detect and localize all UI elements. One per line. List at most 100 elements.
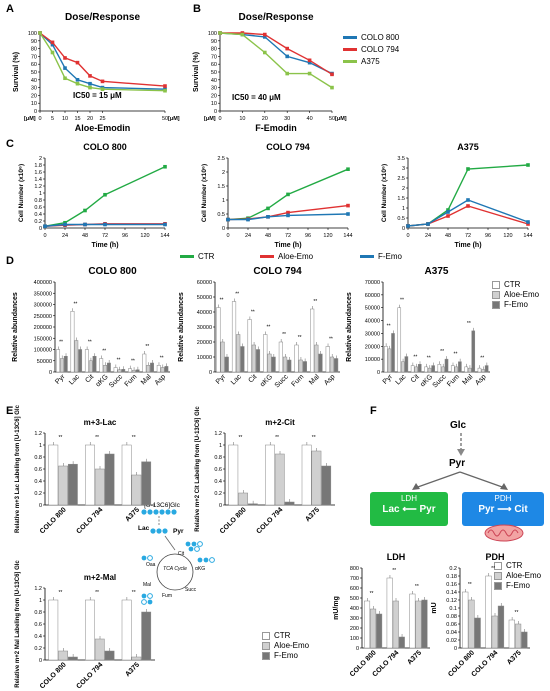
data-point xyxy=(163,222,167,227)
bar xyxy=(67,463,78,506)
x-tick-label: 15 xyxy=(74,116,80,122)
significance-label: ** xyxy=(480,356,484,362)
significance-label: ** xyxy=(454,352,458,358)
category-label: Pyr xyxy=(54,373,67,386)
y-tick-label: 0 xyxy=(39,503,42,509)
significance-label: ** xyxy=(468,582,472,588)
category-label: Cit xyxy=(410,373,421,384)
y-tick-label: 0 xyxy=(219,503,222,509)
y-tick-label: 30 xyxy=(211,86,217,92)
y-tick-label: 0.16 xyxy=(446,582,457,588)
y-tick-label: 1.5 xyxy=(217,184,225,190)
bar xyxy=(131,369,136,373)
significance-label: ** xyxy=(132,590,136,596)
legend-swatch xyxy=(492,290,500,299)
tca-cycle-ring xyxy=(156,553,194,591)
chart-title: m+2-Mal xyxy=(84,573,116,582)
bar xyxy=(441,366,445,373)
panel-letter-c: C xyxy=(6,138,14,150)
legend-label: CTR xyxy=(274,631,291,640)
y-tick-label: 0.8 xyxy=(34,455,42,461)
category-label: A375 xyxy=(506,649,523,666)
significance-label: ** xyxy=(88,340,92,346)
category-label: COLO 800 xyxy=(39,661,68,690)
legend-c-item: CTR xyxy=(180,252,214,261)
data-point xyxy=(446,214,450,218)
bar xyxy=(454,366,459,373)
y-tick-label: 300 xyxy=(350,616,359,622)
bar xyxy=(247,503,258,506)
series-line xyxy=(219,32,333,89)
bar xyxy=(216,307,221,373)
bar xyxy=(106,362,111,373)
bar xyxy=(48,444,59,506)
legend-c-item: Aloe-Emo xyxy=(260,252,313,261)
data-point xyxy=(285,46,289,51)
y-tick-label: 0.6 xyxy=(214,467,222,473)
legend-label: CTR xyxy=(506,561,523,570)
bar xyxy=(117,369,122,373)
bar xyxy=(63,356,68,373)
significance-label: ** xyxy=(282,332,286,338)
bar xyxy=(427,367,432,373)
y-axis-label: Cell Number (x10⁶) xyxy=(201,164,208,222)
panel-letter-f: F xyxy=(370,405,377,417)
category-label: Lac xyxy=(68,373,81,386)
y-tick-label: 0.8 xyxy=(34,198,42,204)
bar xyxy=(128,368,132,373)
y-tick-label: 1.2 xyxy=(214,431,222,437)
bar xyxy=(99,358,104,373)
bar xyxy=(410,365,415,373)
x-tick-label: 48 xyxy=(445,233,451,239)
category-label: Cit xyxy=(84,373,95,384)
ldh-box-title: LDH xyxy=(400,494,417,503)
pdh-box-title: PDH xyxy=(494,494,512,503)
data-point xyxy=(88,81,92,86)
y-tick-label: 10000 xyxy=(365,357,380,363)
bar xyxy=(464,366,468,373)
legend-swatch xyxy=(360,255,374,258)
significance-label: ** xyxy=(238,435,242,441)
chart-title: m+3-Lac xyxy=(84,418,117,427)
chart-title: A375 xyxy=(425,266,449,277)
fum-label: Fum xyxy=(162,593,172,599)
y-tick-label: 1.6 xyxy=(34,170,42,176)
y-axis-label: Survival (%) xyxy=(13,52,20,92)
bar xyxy=(94,638,105,661)
legend-swatch xyxy=(494,581,502,590)
data-point xyxy=(246,217,250,222)
legend-label: F-Emo xyxy=(378,252,402,261)
significance-label: ** xyxy=(117,358,121,364)
y-tick-label: 80 xyxy=(31,47,37,53)
bar xyxy=(274,453,285,506)
panel-letter-e: E xyxy=(6,405,14,417)
category-label: A375 xyxy=(124,661,141,678)
legend-label: F-Emo xyxy=(274,651,298,660)
data-point xyxy=(286,192,290,197)
glc-node: Glc xyxy=(450,420,467,431)
bar xyxy=(150,362,154,373)
y-axis-label: Relative abundances xyxy=(178,292,185,362)
y-tick-label: 500 xyxy=(350,596,359,602)
y-tick-label: 250000 xyxy=(34,314,52,320)
legend-e-item: Aloe-Emo xyxy=(262,641,309,650)
y-tick-label: 1 xyxy=(402,206,405,212)
data-point xyxy=(88,74,92,78)
category-label: Succ xyxy=(432,373,448,389)
significance-label: ** xyxy=(220,298,224,304)
data-point xyxy=(526,220,530,224)
branch-arrows xyxy=(412,471,508,490)
y-tick-label: 0.5 xyxy=(217,212,225,218)
y-tick-label: 60 xyxy=(211,62,217,68)
bar xyxy=(236,334,241,373)
y-tick-label: 0.18 xyxy=(446,574,457,580)
chart-pdh: PDH 0 0.02 0.04 0.06 0.08 0.1 0.12 0.14 0.16 0.18 0… xyxy=(431,552,530,678)
bar xyxy=(141,461,152,506)
x-tick-label: 10 xyxy=(239,116,245,122)
y-tick-label: 90 xyxy=(211,39,217,45)
y-tick-label: 800 xyxy=(350,566,359,572)
y-tick-label: 60 xyxy=(31,62,37,68)
mitochondrion-icon xyxy=(484,524,524,542)
y-tick-label: 0.4 xyxy=(214,479,222,485)
